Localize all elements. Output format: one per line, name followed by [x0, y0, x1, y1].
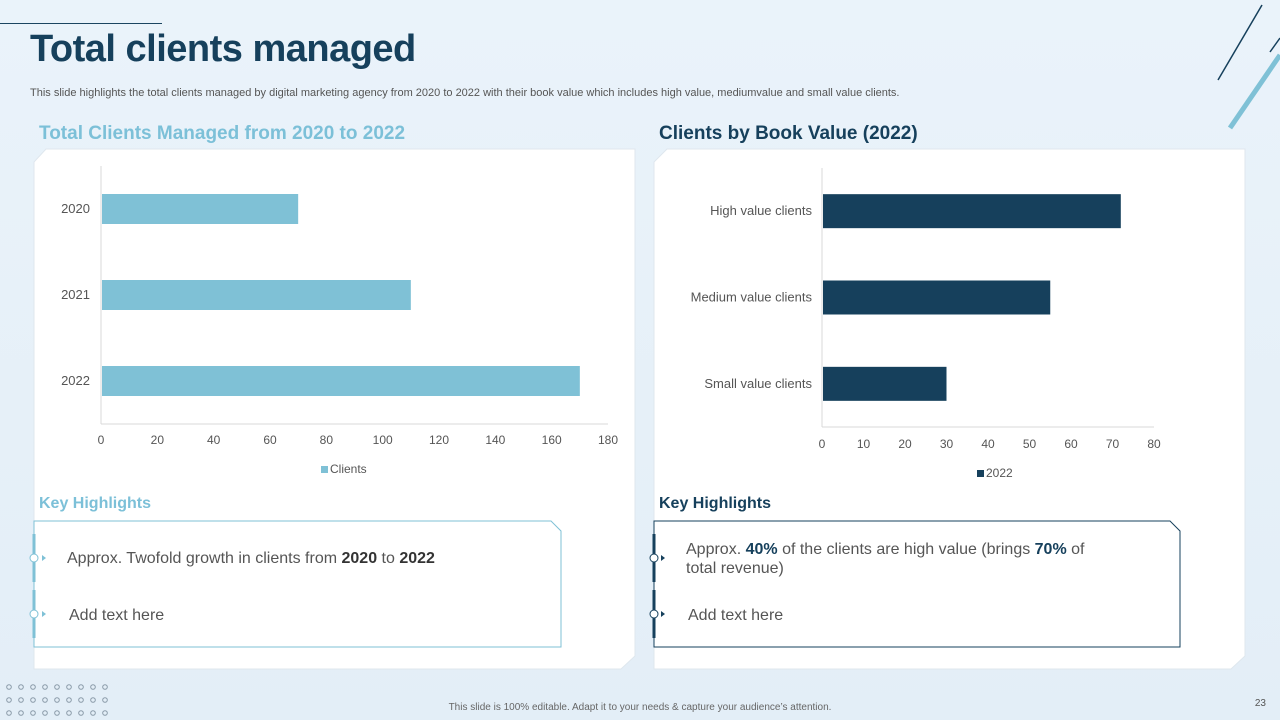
right-chart-tick-label: 30 [940, 437, 954, 451]
dots-decoration [6, 684, 108, 716]
right-chart-tick-label: 20 [898, 437, 912, 451]
right-chart-title: Clients by Book Value (2022) [659, 123, 918, 144]
right-chart-category-label: Medium value clients [691, 290, 813, 305]
left-chart-category-label: 2020 [61, 201, 90, 216]
left-chart-tick-label: 20 [151, 433, 165, 447]
right-chart-tick-label: 10 [857, 437, 871, 451]
right-highlight-2: Add text here [688, 607, 784, 624]
right-chart-tick-label: 50 [1023, 437, 1037, 451]
top-accent-line [0, 23, 162, 24]
left-chart-title: Total Clients Managed from 2020 to 2022 [39, 123, 406, 144]
page-subtitle: This slide highlights the total clients … [30, 87, 900, 99]
right-chart-bar [823, 194, 1121, 229]
left-chart-bar [102, 280, 411, 310]
right-highlight-1-pct-high: 40% [745, 541, 778, 558]
right-chart-category-label: Small value clients [704, 376, 812, 391]
left-chart-category-label: 2021 [61, 287, 90, 302]
page-number: 23 [1254, 698, 1266, 709]
left-highlight-1-year-from: 2020 [341, 550, 378, 567]
left-chart-bar [102, 366, 580, 396]
left-highlight-1-prefix: Approx. Twofold growth in clients from [67, 550, 342, 567]
left-highlight-1: Approx. Twofold growth in clients from 2… [67, 549, 547, 568]
left-chart-tick-label: 60 [263, 433, 277, 447]
right-chart-tick-label: 70 [1106, 437, 1120, 451]
right-chart-legend: 2022 [977, 466, 1013, 480]
right-highlight-1-prefix: Approx. [686, 541, 746, 558]
right-chart-category-label: High value clients [710, 203, 812, 218]
left-chart-bar [102, 194, 299, 224]
left-chart-tick-label: 120 [429, 433, 449, 447]
left-chart-legend: Clients [321, 462, 367, 476]
page-title: Total clients managed [30, 28, 416, 70]
left-highlight-2: Add text here [69, 607, 165, 624]
right-key-highlights-title: Key Highlights [659, 495, 772, 512]
right-highlight-1: Approx. 40% of the clients are high valu… [686, 540, 1106, 578]
right-chart-legend-label: 2022 [986, 466, 1013, 480]
left-chart-tick-label: 100 [373, 433, 393, 447]
left-chart-legend-swatch [321, 466, 328, 473]
left-chart-tick-label: 40 [207, 433, 221, 447]
deco-slash-light [1227, 53, 1280, 130]
footer-note: This slide is 100% editable. Adapt it to… [448, 702, 832, 713]
left-chart-legend-label: Clients [330, 462, 367, 476]
right-highlight-1-middle: of the clients are high value (brings [777, 541, 1035, 558]
deco-slash-dark [1217, 4, 1263, 81]
left-highlight-1-year-to: 2022 [399, 550, 435, 567]
left-chart-tick-label: 180 [598, 433, 618, 447]
left-chart-tick-label: 140 [485, 433, 505, 447]
right-highlight-1-suffix: of total revenue) [686, 541, 1085, 577]
right-highlight-1-pct-revenue: 70% [1034, 541, 1067, 558]
right-chart-tick-label: 40 [981, 437, 995, 451]
left-chart-tick-label: 0 [98, 433, 105, 447]
right-chart-tick-label: 0 [819, 437, 826, 451]
right-chart-legend-swatch [977, 470, 984, 477]
left-highlight-1-middle: to [377, 550, 400, 567]
left-key-highlights-title: Key Highlights [39, 495, 152, 512]
left-chart-tick-label: 80 [320, 433, 334, 447]
deco-slash-small [1269, 37, 1280, 53]
left-chart-tick-label: 160 [542, 433, 562, 447]
right-chart-tick-label: 80 [1147, 437, 1161, 451]
left-chart-category-label: 2022 [61, 373, 90, 388]
corner-decoration [1217, 4, 1280, 130]
right-chart-tick-label: 60 [1064, 437, 1078, 451]
right-chart-bar [823, 280, 1051, 315]
right-chart-bar [823, 366, 947, 401]
